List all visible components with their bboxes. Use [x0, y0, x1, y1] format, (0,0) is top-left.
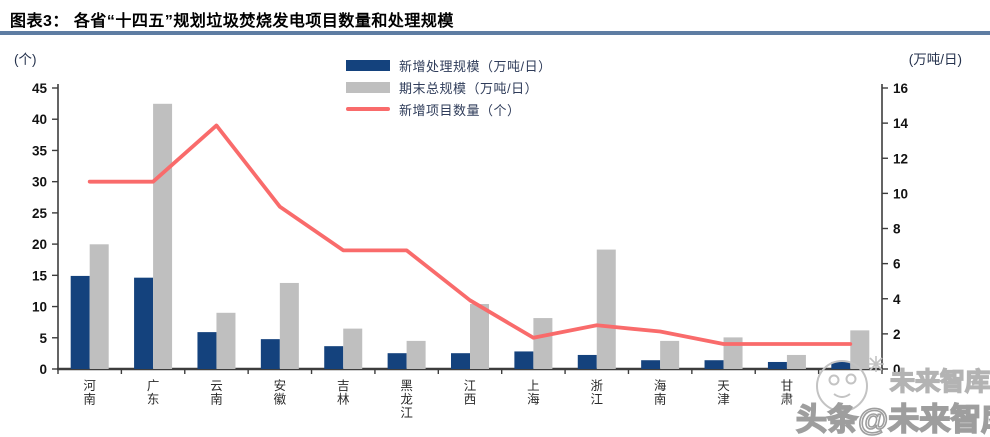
bar — [343, 328, 363, 369]
right-tick-label: 10 — [893, 186, 908, 201]
category-labels: 河南 广东 云南 安徽 吉林 黑龙江 江西 上海 浙江 海南 天津 甘肃 — [83, 378, 793, 420]
left-tick-label: 15 — [32, 268, 48, 283]
bar — [660, 340, 680, 369]
watermark-badge-icon — [816, 356, 884, 412]
left-tick-label: 10 — [32, 300, 47, 315]
chart-legend: 新增处理规模（万吨/日） 期末总规模（万吨/日） 新增项目数量（个） — [346, 56, 552, 118]
category-label: 吉林 — [337, 379, 350, 407]
bar — [767, 361, 787, 369]
category-label: 海南 — [654, 378, 667, 407]
category-label: 广东 — [147, 379, 160, 407]
bar — [324, 346, 344, 369]
left-tick-label: 25 — [32, 206, 48, 221]
right-axis-ticks: 0 2 4 6 8 10 12 14 16 — [882, 81, 909, 377]
right-tick-label: 8 — [893, 222, 901, 237]
bar — [134, 277, 154, 369]
watermark-big-text: 头条@未来智库 — [796, 402, 990, 437]
bar — [641, 360, 661, 369]
bar — [197, 332, 217, 369]
bar — [279, 282, 299, 369]
bar — [850, 330, 870, 369]
category-label: 上海 — [527, 379, 540, 407]
bar — [786, 354, 806, 369]
bar — [533, 318, 553, 369]
title-divider — [0, 31, 990, 35]
right-tick-label: 2 — [893, 327, 901, 342]
right-axis-unit-label: (万吨/日) — [908, 52, 962, 67]
category-label: 安徽 — [274, 378, 287, 407]
x-axis-ticks — [57, 369, 883, 374]
category-label: 黑龙江 — [400, 379, 413, 420]
category-label: 江西 — [464, 379, 477, 407]
bar — [704, 360, 724, 369]
bar — [70, 275, 90, 369]
bar — [216, 312, 236, 369]
right-tick-label: 16 — [893, 81, 909, 96]
right-tick-label: 12 — [893, 151, 908, 166]
bar-series-0 — [70, 275, 851, 369]
bar — [89, 244, 109, 369]
right-tick-label: 4 — [893, 292, 901, 307]
legend-label-new-capacity: 新增处理规模（万吨/日） — [399, 58, 552, 74]
left-tick-label: 30 — [32, 175, 47, 190]
bar — [831, 361, 851, 369]
category-label: 甘肃 — [781, 379, 794, 407]
chart-title: 图表3： 各省“十四五”规划垃圾焚烧发电项目数量和处理规模 — [10, 13, 454, 30]
bar — [577, 354, 597, 369]
legend-item-total-capacity: 期末总规模（万吨/日） — [346, 78, 552, 96]
left-tick-label: 35 — [32, 143, 48, 158]
bar — [470, 304, 489, 369]
category-label: 浙江 — [591, 378, 604, 407]
left-tick-label: 45 — [32, 81, 48, 96]
left-tick-label: 0 — [39, 362, 47, 377]
left-axis-unit-label: (个) — [14, 52, 37, 67]
legend-swatch-total-capacity-bar — [346, 81, 390, 93]
bar — [153, 103, 173, 370]
left-tick-label: 40 — [32, 112, 47, 127]
bar — [451, 353, 470, 369]
left-tick-label: 5 — [39, 331, 47, 346]
bar — [514, 351, 534, 369]
right-tick-label: 0 — [893, 362, 901, 377]
watermark: 未来智库 头条@未来智库 — [795, 356, 990, 437]
bar — [596, 249, 616, 369]
bar — [260, 339, 280, 369]
left-tick-label: 20 — [32, 237, 47, 252]
bar — [387, 353, 407, 369]
bar — [406, 340, 426, 369]
bar-series-1 — [89, 103, 870, 370]
right-tick-label: 6 — [893, 257, 901, 272]
legend-item-new-capacity: 新增处理规模（万吨/日） — [346, 56, 552, 74]
category-label: 云南 — [210, 379, 223, 407]
legend-label-total-capacity: 期末总规模（万吨/日） — [399, 80, 539, 96]
legend-label-project-count: 新增项目数量（个） — [399, 102, 521, 118]
project-count-line — [87, 123, 853, 346]
left-axis-ticks: 0 5 10 15 20 25 30 35 40 45 — [32, 81, 58, 377]
legend-item-project-count: 新增项目数量（个） — [346, 100, 552, 118]
right-tick-label: 14 — [893, 116, 909, 131]
category-label: 天津 — [717, 379, 730, 407]
category-label: 河南 — [83, 379, 96, 407]
watermark-small-text: 未来智库 — [890, 367, 990, 396]
legend-swatch-project-count-line — [346, 107, 390, 111]
legend-swatch-new-capacity-bar — [346, 59, 390, 71]
